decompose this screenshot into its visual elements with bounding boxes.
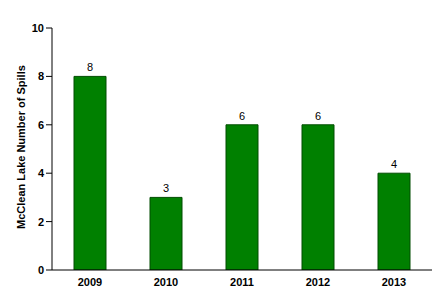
svg-text:2009: 2009 (78, 276, 102, 288)
svg-text:0: 0 (38, 264, 44, 276)
svg-text:4: 4 (38, 167, 45, 179)
svg-text:10: 10 (32, 22, 44, 34)
svg-text:2011: 2011 (230, 276, 254, 288)
svg-text:2: 2 (38, 216, 44, 228)
svg-text:2010: 2010 (154, 276, 178, 288)
svg-text:6: 6 (239, 110, 245, 122)
svg-text:McClean Lake Number of Spills: McClean Lake Number of Spills (15, 65, 27, 229)
svg-text:6: 6 (315, 110, 321, 122)
svg-text:8: 8 (38, 70, 44, 82)
svg-text:4: 4 (391, 158, 397, 170)
svg-text:6: 6 (38, 119, 44, 131)
svg-text:3: 3 (163, 182, 169, 194)
svg-text:2013: 2013 (382, 276, 406, 288)
svg-text:2012: 2012 (306, 276, 330, 288)
svg-text:8: 8 (87, 61, 93, 73)
